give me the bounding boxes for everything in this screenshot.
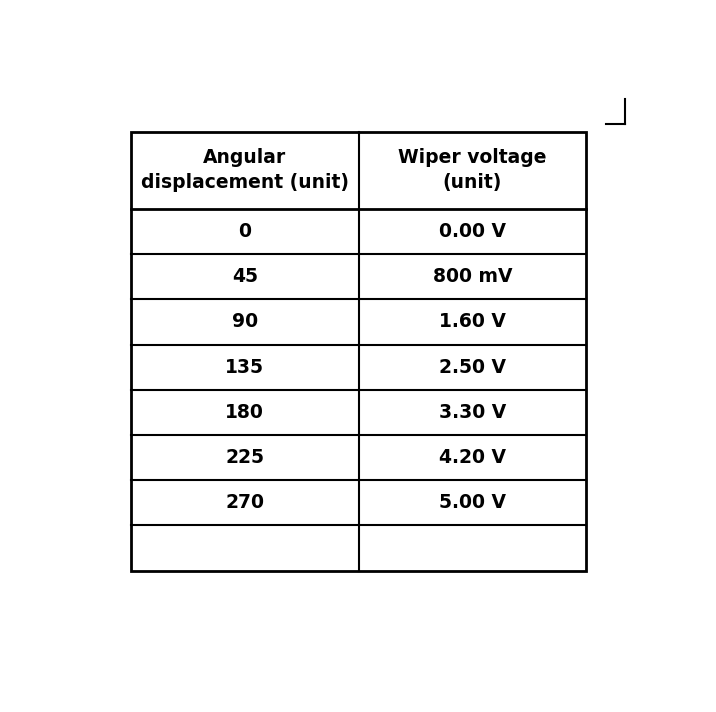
Text: 135: 135	[226, 357, 264, 377]
Bar	[131, 132, 586, 570]
Text: 45: 45	[232, 267, 258, 286]
Text: Wiper voltage
(unit): Wiper voltage (unit)	[398, 149, 546, 192]
Text: 4.20 V: 4.20 V	[439, 448, 506, 467]
Text: 2.50 V: 2.50 V	[439, 357, 506, 377]
Text: 5.00 V: 5.00 V	[439, 493, 506, 513]
Text: 1.60 V: 1.60 V	[439, 313, 505, 332]
Text: 800 mV: 800 mV	[432, 267, 512, 286]
Text: 270: 270	[226, 493, 264, 513]
Text: 0: 0	[238, 222, 251, 241]
Text: 0.00 V: 0.00 V	[439, 222, 506, 241]
Text: 225: 225	[226, 448, 264, 467]
Text: 180: 180	[226, 403, 264, 422]
Text: 90: 90	[232, 313, 258, 332]
Text: 3.30 V: 3.30 V	[439, 403, 506, 422]
Text: Angular
displacement (unit): Angular displacement (unit)	[141, 149, 349, 192]
